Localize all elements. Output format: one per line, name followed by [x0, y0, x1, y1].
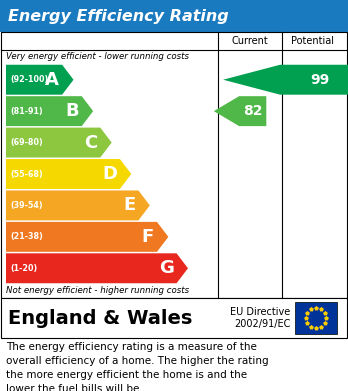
Text: (92-100): (92-100): [10, 75, 48, 84]
Text: Not energy efficient - higher running costs: Not energy efficient - higher running co…: [6, 286, 189, 295]
Text: (21-38): (21-38): [10, 232, 43, 241]
Text: (81-91): (81-91): [10, 107, 43, 116]
Polygon shape: [6, 65, 73, 95]
Text: 99: 99: [310, 73, 330, 87]
Polygon shape: [6, 190, 150, 221]
Polygon shape: [6, 96, 93, 126]
Polygon shape: [6, 159, 131, 189]
Text: Potential: Potential: [291, 36, 333, 46]
Text: (39-54): (39-54): [10, 201, 42, 210]
Bar: [1, 32, 347, 298]
Text: (55-68): (55-68): [10, 170, 43, 179]
Text: G: G: [159, 259, 174, 277]
Text: (69-80): (69-80): [10, 138, 43, 147]
Bar: [0, 0, 348, 32]
Polygon shape: [6, 253, 188, 283]
Text: (1-20): (1-20): [10, 264, 37, 273]
Text: The energy efficiency rating is a measure of the: The energy efficiency rating is a measur…: [6, 342, 257, 352]
Text: overall efficiency of a home. The higher the rating: overall efficiency of a home. The higher…: [6, 356, 269, 366]
Polygon shape: [223, 65, 348, 95]
Text: E: E: [123, 196, 135, 214]
Text: Energy Efficiency Rating: Energy Efficiency Rating: [8, 9, 229, 23]
Polygon shape: [6, 222, 168, 252]
Text: D: D: [102, 165, 117, 183]
Text: A: A: [45, 71, 59, 89]
Text: F: F: [142, 228, 154, 246]
Text: EU Directive
2002/91/EC: EU Directive 2002/91/EC: [230, 307, 290, 329]
Text: lower the fuel bills will be.: lower the fuel bills will be.: [6, 384, 143, 391]
Text: B: B: [65, 102, 79, 120]
Polygon shape: [214, 96, 266, 126]
Text: the more energy efficient the home is and the: the more energy efficient the home is an…: [6, 370, 247, 380]
Bar: [1, 298, 347, 338]
Text: Current: Current: [232, 36, 268, 46]
Polygon shape: [6, 127, 112, 158]
Text: 82: 82: [243, 104, 262, 118]
Text: England & Wales: England & Wales: [8, 308, 192, 328]
Bar: [295, 302, 337, 334]
Text: Very energy efficient - lower running costs: Very energy efficient - lower running co…: [6, 52, 189, 61]
Text: C: C: [84, 134, 97, 152]
